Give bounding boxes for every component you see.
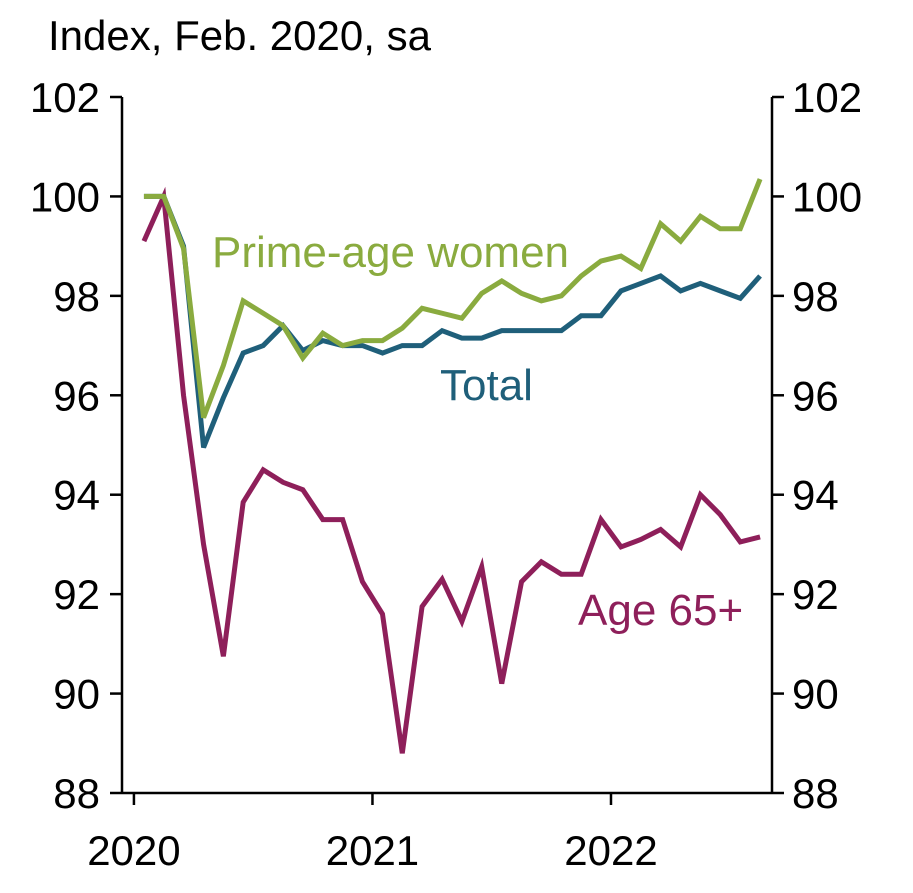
y2-tick-label: 96 [792,372,839,419]
x-tick-label: 2021 [326,827,419,874]
y-tick-label: 96 [53,372,100,419]
series-label: Total [440,361,533,410]
y2-tick-label: 88 [792,770,839,817]
x-tick-label: 2022 [564,827,657,874]
x-tick-label: 2020 [87,827,180,874]
y-tick-label: 90 [53,671,100,718]
series-line [143,193,762,449]
y-tick-label: 88 [53,770,100,817]
y-tick-label: 102 [30,74,100,121]
series-label: Age 65+ [578,586,743,635]
y-axis-label: Index, Feb. 2020, sa [48,12,432,59]
series-line [141,186,761,754]
y2-tick-label: 98 [792,273,839,320]
y2-tick-label: 94 [792,472,839,519]
y-tick-label: 94 [53,472,100,519]
y2-tick-label: 90 [792,671,839,718]
series-line [143,178,763,419]
y2-tick-label: 102 [792,74,862,121]
y-tick-label: 92 [53,571,100,618]
y2-tick-label: 100 [792,173,862,220]
series-label: Prime-age women [212,228,569,277]
y-tick-label: 100 [30,173,100,220]
y2-tick-label: 92 [792,571,839,618]
y-tick-label: 98 [53,273,100,320]
